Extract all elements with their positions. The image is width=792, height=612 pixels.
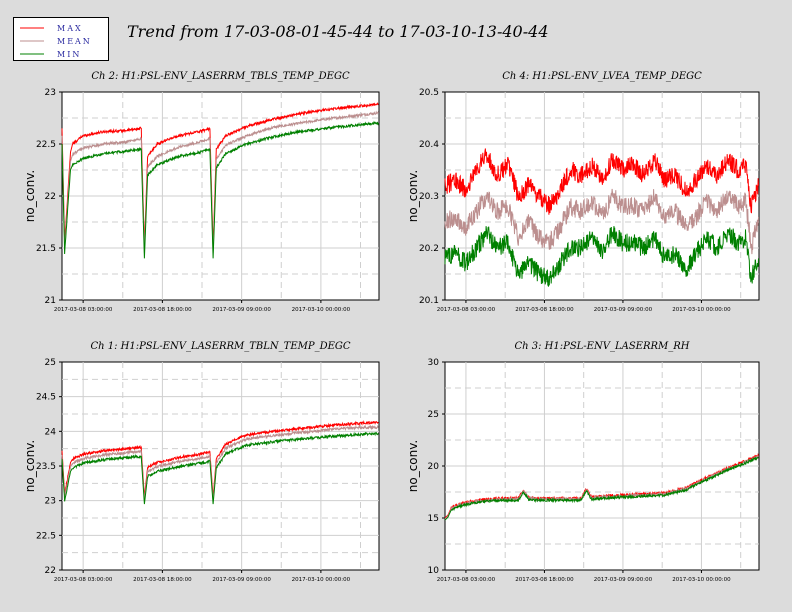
chart-title: Ch 3: H1:PSL-ENV_LASERRM_RH bbox=[514, 341, 689, 352]
x-tick-label: 2017-03-08 18:00:00 bbox=[515, 577, 574, 583]
y-tick-label: 23 bbox=[45, 497, 56, 507]
y-axis-label: no_conv. bbox=[406, 440, 420, 492]
series-line-mean bbox=[444, 188, 759, 255]
legend-box: MAX MEAN MIN bbox=[13, 17, 109, 61]
series-line-mean bbox=[61, 110, 379, 254]
x-tick-label: 2017-03-08 18:00:00 bbox=[133, 307, 192, 313]
y-tick-label: 22.5 bbox=[36, 140, 56, 150]
x-tick-label: 2017-03-10 00:00:00 bbox=[672, 307, 731, 313]
series-line-min bbox=[61, 431, 379, 505]
y-tick-label: 24 bbox=[45, 427, 57, 437]
y-tick-label: 23 bbox=[45, 88, 56, 98]
legend-entry-mean: MEAN bbox=[20, 37, 92, 46]
y-tick-label: 20.4 bbox=[419, 140, 439, 150]
y-axis-label: no_conv. bbox=[406, 170, 420, 222]
y-axis-label: no_conv. bbox=[23, 440, 37, 492]
x-tick-label: 2017-03-10 00:00:00 bbox=[672, 577, 731, 583]
y-tick-label: 22 bbox=[45, 192, 56, 202]
y-tick-label: 21 bbox=[45, 296, 56, 306]
y-tick-label: 25 bbox=[45, 358, 56, 368]
chart-title: Ch 4: H1:PSL-ENV_LVEA_TEMP_DEGC bbox=[502, 71, 702, 82]
chart-4: 10 15 20 25 30 2017-03-08 03:00:00 2017-03-08 … bbox=[406, 341, 760, 583]
y-tick-label: 22 bbox=[45, 566, 56, 576]
y-tick-label: 23.5 bbox=[36, 462, 56, 472]
legend-label-max: MAX bbox=[57, 24, 83, 33]
y-tick-label: 25 bbox=[428, 410, 439, 420]
y-tick-label: 21.5 bbox=[36, 244, 56, 254]
y-tick-label: 24.5 bbox=[36, 393, 56, 403]
y-tick-label: 20.5 bbox=[419, 88, 439, 98]
y-tick-label: 20 bbox=[428, 462, 440, 472]
legend-entry-min: MIN bbox=[20, 50, 81, 59]
x-tick-label: 2017-03-09 09:00:00 bbox=[212, 577, 271, 583]
x-tick-label: 2017-03-10 00:00:00 bbox=[292, 307, 351, 313]
x-tick-label: 2017-03-08 18:00:00 bbox=[515, 307, 574, 313]
y-tick-label: 15 bbox=[428, 514, 439, 524]
y-axis-label: no_conv. bbox=[23, 170, 37, 222]
series-line-max bbox=[61, 102, 379, 249]
series-line-mean bbox=[61, 424, 379, 501]
x-tick-label: 2017-03-08 18:00:00 bbox=[133, 577, 192, 583]
legend-svg: MAX MEAN MIN bbox=[20, 24, 92, 59]
page-title: Trend from 17-03-08-01-45-44 to 17-03-10… bbox=[127, 22, 549, 41]
series-line-max bbox=[444, 148, 759, 215]
chart-title: Ch 1: H1:PSL-ENV_LASERRM_TBLN_TEMP_DEGC bbox=[90, 341, 350, 352]
x-tick-label: 2017-03-08 03:00:00 bbox=[437, 307, 496, 313]
chart-3: 22 22.5 23 23.5 24 24.5 25 2017-03-08 03:00:00 2… bbox=[23, 341, 380, 583]
legend-label-min: MIN bbox=[57, 50, 81, 59]
chart-1: 21 21.5 22 22.5 23 2017-03-08 03:00:00 2017-03… bbox=[23, 71, 380, 313]
y-tick-label: 20.3 bbox=[419, 192, 439, 202]
y-tick-label: 20.2 bbox=[419, 244, 439, 254]
x-tick-label: 2017-03-09 09:00:00 bbox=[594, 307, 653, 313]
y-tick-label: 22.5 bbox=[36, 531, 56, 541]
series-line-min bbox=[444, 456, 759, 521]
y-tick-label: 20.1 bbox=[419, 296, 439, 306]
series-line-min bbox=[444, 226, 759, 287]
x-tick-label: 2017-03-08 03:00:00 bbox=[54, 307, 113, 313]
x-tick-label: 2017-03-09 09:00:00 bbox=[594, 577, 653, 583]
legend-entry-max: MAX bbox=[20, 24, 83, 33]
legend-label-mean: MEAN bbox=[57, 37, 92, 46]
x-tick-label: 2017-03-10 00:00:00 bbox=[292, 577, 351, 583]
series-line-max bbox=[61, 420, 379, 498]
y-tick-label: 30 bbox=[428, 358, 440, 368]
x-tick-label: 2017-03-09 09:00:00 bbox=[212, 307, 271, 313]
y-tick-label: 10 bbox=[428, 566, 440, 576]
chart-title: Ch 2: H1:PSL-ENV_LASERRM_TBLS_TEMP_DEGC bbox=[91, 71, 350, 82]
chart-2: 20.1 20.2 20.3 20.4 20.5 2017-03-08 03:00:00 2… bbox=[406, 71, 760, 313]
x-tick-label: 2017-03-08 03:00:00 bbox=[437, 577, 496, 583]
series-line-min bbox=[61, 120, 379, 259]
x-tick-label: 2017-03-08 03:00:00 bbox=[54, 577, 113, 583]
